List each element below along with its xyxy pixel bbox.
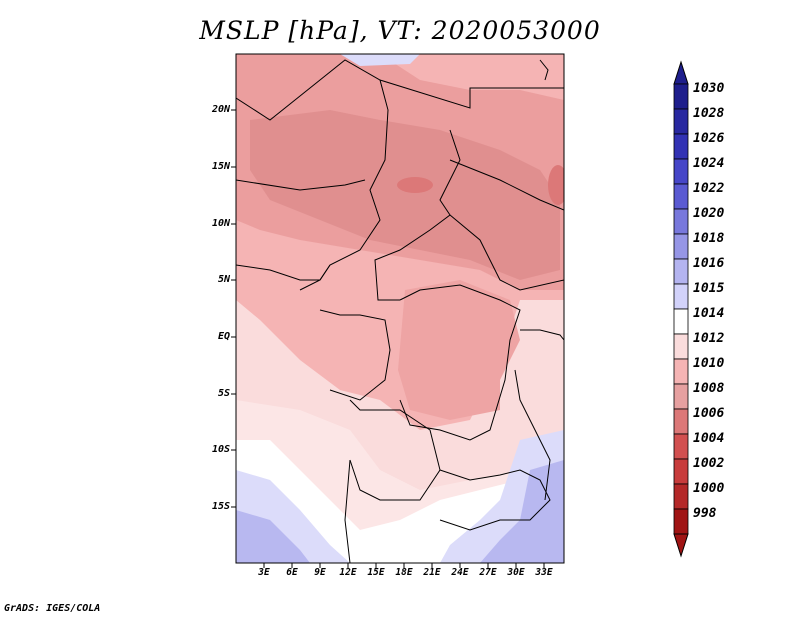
colorbar-swatch xyxy=(673,308,689,335)
colorbar-label: 1030 xyxy=(693,81,725,96)
lon-label: 3E xyxy=(258,567,270,578)
band-1006 xyxy=(397,177,433,193)
colorbar-label: 1018 xyxy=(693,231,725,246)
colorbar-label: 1010 xyxy=(693,356,725,371)
colorbar-label: 1022 xyxy=(693,181,725,196)
colorbar-swatch xyxy=(673,108,689,135)
colorbar-label: 1000 xyxy=(693,481,725,496)
lat-label: EQ xyxy=(217,331,230,342)
colorbar-label: 1014 xyxy=(693,306,725,321)
colorbar-label: 1012 xyxy=(693,331,725,346)
pressure-field xyxy=(236,54,564,563)
colorbar-bottom-arrow xyxy=(673,533,689,558)
colorbar-swatch xyxy=(673,383,689,410)
band-1015-north xyxy=(340,54,420,66)
lon-label: 9E xyxy=(314,567,326,578)
lon-label: 12E xyxy=(339,567,357,578)
colorbar-swatch xyxy=(673,483,689,510)
colorbar-swatch xyxy=(673,158,689,185)
colorbar-swatch xyxy=(673,283,689,310)
band-1008 xyxy=(250,110,560,280)
colorbar-label: 1028 xyxy=(693,106,725,121)
lon-label: 21E xyxy=(423,567,441,578)
congo-low xyxy=(398,280,520,420)
lat-ticks xyxy=(231,109,236,508)
colorbar-label: 1015 xyxy=(693,281,725,296)
lon-label: 6E xyxy=(286,567,298,578)
lat-label: 15N xyxy=(211,161,230,172)
footer-credit: GrADS: IGES/COLA xyxy=(4,603,101,614)
colorbar xyxy=(673,60,689,558)
lon-label: 27E xyxy=(479,567,497,578)
colorbar-swatch xyxy=(673,208,689,235)
lon-label: 15E xyxy=(367,567,385,578)
colorbar-swatch xyxy=(673,333,689,360)
colorbar-label: 1002 xyxy=(693,456,725,471)
colorbar-swatch xyxy=(673,133,689,160)
colorbar-label: 998 xyxy=(693,506,717,521)
colorbar-swatch xyxy=(673,183,689,210)
band-1016-sw xyxy=(236,510,310,563)
colorbar-label: 1026 xyxy=(693,131,725,146)
chart-title: MSLP [hPa], VT: 2020053000 xyxy=(199,16,601,45)
lat-label: 20N xyxy=(211,104,230,115)
colorbar-swatch xyxy=(673,258,689,285)
country-borders xyxy=(236,59,564,563)
colorbar-label: 1008 xyxy=(693,381,725,396)
map-frame xyxy=(235,53,565,564)
colorbar-label: 1016 xyxy=(693,256,725,271)
colorbar-label: 1004 xyxy=(693,431,725,446)
colorbar-swatch xyxy=(673,358,689,385)
colorbar-top-arrow xyxy=(673,60,689,85)
colorbar-label: 1020 xyxy=(693,206,725,221)
colorbar-label: 1024 xyxy=(693,156,725,171)
lon-ticks xyxy=(263,563,545,568)
colorbar-swatch xyxy=(673,508,689,535)
colorbar-swatch xyxy=(673,458,689,485)
colorbar-swatch xyxy=(673,233,689,260)
lon-label: 30E xyxy=(507,567,525,578)
band-1006-east xyxy=(548,165,564,205)
colorbar-label: 1006 xyxy=(693,406,725,421)
lon-label: 33E xyxy=(535,567,553,578)
lat-label: 5S xyxy=(217,388,230,399)
lon-label: 18E xyxy=(395,567,413,578)
colorbar-swatch xyxy=(673,83,689,110)
lat-label: 10N xyxy=(211,218,230,229)
colorbar-swatch xyxy=(673,408,689,435)
lon-label: 24E xyxy=(451,567,469,578)
colorbar-swatch xyxy=(673,433,689,460)
lat-label: 5N xyxy=(217,274,230,285)
lat-label: 15S xyxy=(211,501,230,512)
lat-label: 10S xyxy=(211,444,230,455)
